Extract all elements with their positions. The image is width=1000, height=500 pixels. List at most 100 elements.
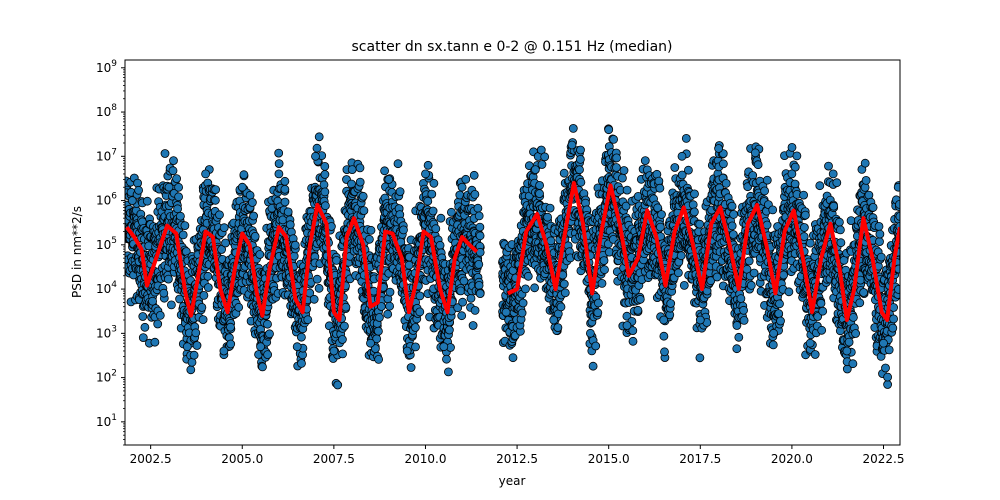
scatter-point — [576, 177, 586, 187]
scatter-point — [320, 187, 330, 197]
scatter-point — [805, 238, 815, 248]
scatter-point — [198, 315, 208, 325]
scatter-point — [373, 326, 383, 336]
scatter-point — [469, 170, 479, 180]
scatter-point — [274, 148, 284, 158]
scatter-point — [659, 331, 669, 341]
scatter-point — [470, 305, 480, 315]
scatter-point — [560, 288, 570, 298]
scatter-point — [415, 307, 425, 317]
scatter-point — [739, 305, 748, 315]
scatter-point — [263, 319, 272, 329]
scatter-point — [775, 299, 784, 309]
scatter-point — [851, 329, 860, 338]
scatter-point — [575, 165, 584, 175]
scatter-point — [443, 367, 453, 377]
scatter-point — [475, 231, 485, 241]
scatter-point — [239, 170, 249, 180]
scatter-point — [133, 178, 143, 188]
scatter-point — [245, 190, 255, 200]
scatter-point — [395, 187, 405, 197]
scatter-point — [173, 204, 183, 214]
scatter-point — [423, 196, 433, 206]
scatter-point — [461, 174, 471, 184]
scatter-point — [635, 294, 645, 304]
scatter-point — [784, 287, 794, 297]
scatter-point — [399, 225, 408, 235]
scatter-point — [250, 231, 260, 241]
scatter-point — [537, 160, 547, 169]
scatter-point — [247, 198, 257, 207]
scatter-point — [210, 195, 220, 205]
scatter-point — [774, 309, 784, 319]
scatter-point — [355, 163, 365, 173]
scatter-point — [174, 182, 184, 192]
scatter-point — [861, 175, 871, 185]
scatter-point — [168, 166, 178, 176]
scatter-point — [150, 337, 160, 347]
scatter-point — [312, 143, 322, 153]
scatter-point — [249, 211, 259, 221]
scatter-point — [366, 225, 376, 235]
scatter-point — [219, 223, 229, 233]
scatter-point — [203, 283, 213, 292]
scatter-point — [364, 234, 374, 244]
scatter-point — [818, 306, 828, 316]
scatter-point — [656, 222, 665, 232]
scatter-point — [859, 288, 868, 297]
scatter-point — [732, 344, 742, 354]
scatter-point — [849, 312, 858, 322]
scatter-point — [341, 302, 351, 312]
scatter-point — [297, 358, 306, 368]
scatter-point — [163, 274, 173, 284]
scatter-point — [359, 206, 369, 216]
scatter-point — [186, 365, 196, 375]
scatter-point — [556, 302, 566, 312]
scatter-point — [844, 337, 854, 347]
scatter-point — [134, 185, 144, 195]
scatter-point — [734, 332, 744, 342]
scatter-point — [274, 159, 284, 169]
scatter-point — [576, 154, 585, 164]
scatter-point — [828, 169, 838, 179]
scatter-point — [265, 329, 274, 339]
scatter-point — [815, 181, 825, 191]
scatter-point — [203, 271, 213, 281]
scatter-point — [474, 211, 484, 221]
scatter-point — [140, 322, 150, 332]
scatter-point — [600, 265, 609, 275]
scatter-point — [591, 341, 601, 351]
scatter-point — [612, 153, 621, 163]
scatter-point — [695, 353, 705, 363]
scatter-point — [435, 240, 445, 250]
scatter-point — [380, 166, 390, 176]
scatter-point — [444, 325, 454, 335]
scatter-point — [753, 160, 763, 170]
scatter-point — [599, 256, 609, 266]
scatter-point — [474, 280, 484, 290]
scatter-point — [442, 354, 451, 364]
scatter-point — [428, 206, 438, 216]
scatter-point — [374, 313, 384, 322]
scatter-point — [787, 142, 797, 152]
scatter-point — [312, 274, 322, 284]
scatter-point — [875, 237, 884, 247]
scatter-point — [657, 210, 666, 219]
scatter-point — [166, 300, 176, 310]
scatter-point — [320, 201, 330, 211]
scatter-point — [684, 165, 693, 175]
scatter-point — [670, 163, 680, 172]
scatter-point — [258, 362, 267, 372]
scatter-point — [410, 323, 420, 332]
scatter-point — [174, 192, 184, 202]
scatter-point — [337, 335, 347, 344]
scatter-point — [790, 179, 800, 189]
scatter-point — [712, 272, 722, 282]
scatter-point — [799, 190, 808, 200]
scatter-point — [729, 209, 738, 219]
scatter-point — [523, 271, 533, 281]
scatter-point — [690, 189, 699, 199]
scatter-point — [655, 183, 665, 193]
scatter-point — [303, 315, 313, 325]
scatter-point — [436, 213, 446, 223]
